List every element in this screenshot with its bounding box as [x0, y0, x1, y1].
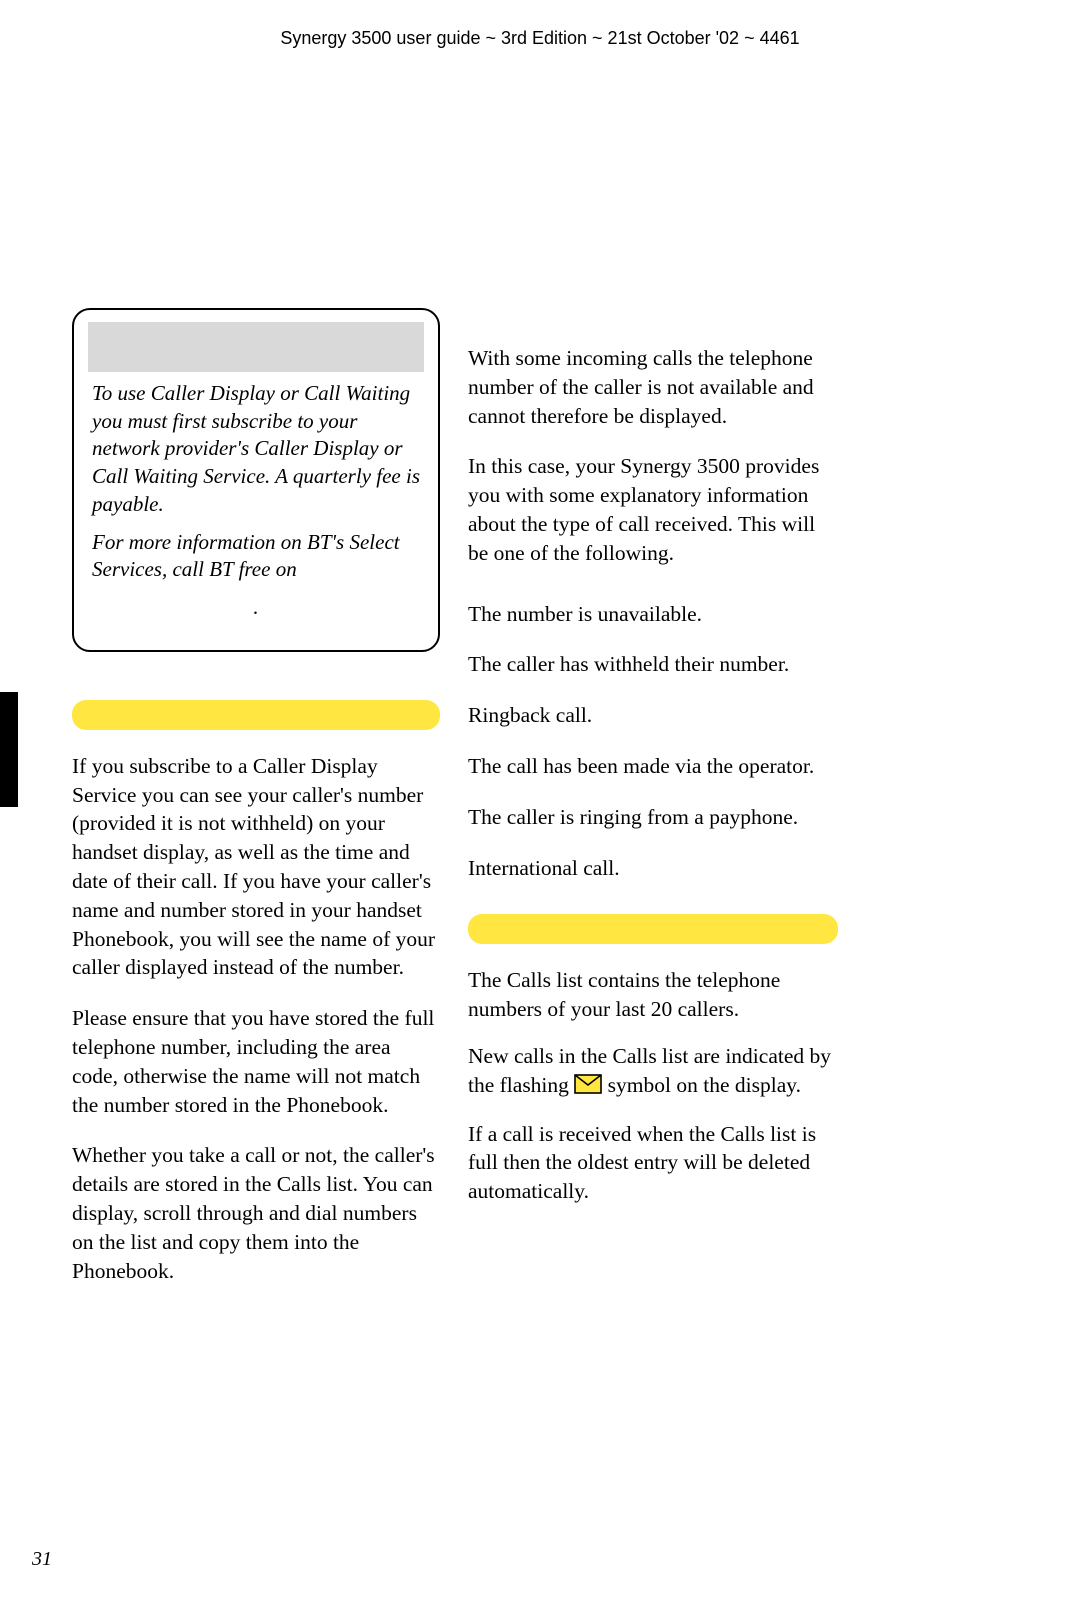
- left-para-3: Whether you take a call or not, the call…: [72, 1141, 440, 1285]
- right-list-1: The number is unavailable.: [468, 600, 838, 629]
- right-list-3: Ringback call.: [468, 701, 838, 730]
- right-list-5: The caller is ringing from a payphone.: [468, 803, 838, 832]
- envelope-icon: [574, 1073, 602, 1102]
- right-column: With some incoming calls the telephone n…: [468, 344, 838, 1224]
- left-column: To use Caller Display or Call Waiting yo…: [72, 308, 440, 1307]
- right-bottom-para-2: New calls in the Calls list are indicate…: [468, 1042, 838, 1102]
- right-list-6: International call.: [468, 854, 838, 883]
- right-bottom-para-1: The Calls list contains the telephone nu…: [468, 966, 838, 1024]
- right-top-para-2: In this case, your Synergy 3500 provides…: [468, 452, 838, 567]
- left-para-2: Please ensure that you have stored the f…: [72, 1004, 440, 1119]
- note-text: To use Caller Display or Call Waiting yo…: [88, 380, 424, 622]
- yellow-section-bar-left: [72, 700, 440, 730]
- note-trailing-period: .: [92, 594, 420, 622]
- right-bottom-para-3: If a call is received when the Calls lis…: [468, 1120, 838, 1206]
- right-list-2: The caller has withheld their number.: [468, 650, 838, 679]
- note-grey-band: [88, 322, 424, 372]
- p2-post: symbol on the display.: [602, 1073, 801, 1097]
- page: Synergy 3500 user guide ~ 3rd Edition ~ …: [0, 0, 1080, 1599]
- page-number: 31: [32, 1548, 52, 1571]
- left-para-1: If you subscribe to a Caller Display Ser…: [72, 752, 440, 982]
- side-black-tab: [0, 692, 18, 807]
- page-header: Synergy 3500 user guide ~ 3rd Edition ~ …: [0, 28, 1080, 49]
- note-box: To use Caller Display or Call Waiting yo…: [72, 308, 440, 652]
- right-list-4: The call has been made via the operator.: [468, 752, 838, 781]
- note-para-2: For more information on BT's Select Serv…: [92, 529, 420, 584]
- yellow-section-bar-right: [468, 914, 838, 944]
- right-top-para-1: With some incoming calls the telephone n…: [468, 344, 838, 430]
- note-para-1: To use Caller Display or Call Waiting yo…: [92, 380, 420, 519]
